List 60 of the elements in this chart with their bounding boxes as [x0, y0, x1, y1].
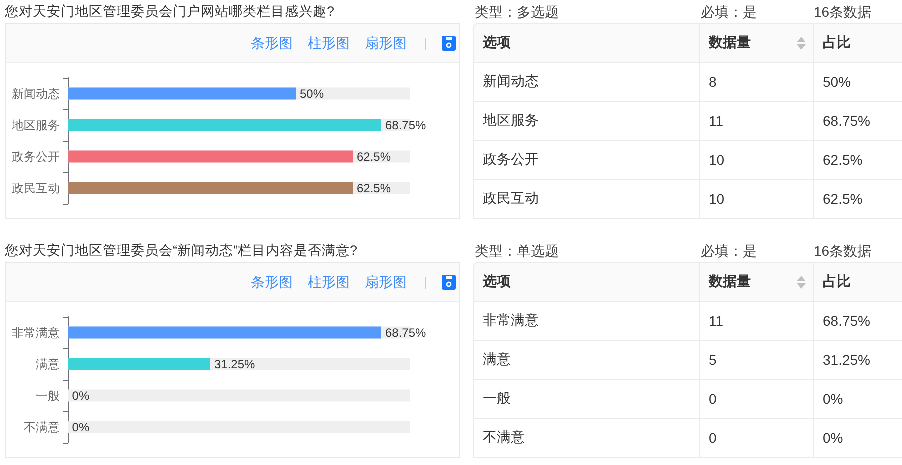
text: 扇形图 [365, 34, 407, 52]
data-label: 68.75% [386, 326, 427, 340]
data-label: 68.75% [386, 118, 427, 132]
data-label: 11 [709, 313, 724, 329]
category-label: 地区服务 [473, 102, 700, 141]
text: 柱形图 [308, 273, 350, 291]
text: 数据量 [709, 273, 751, 289]
y-tick-label: 不满意 [24, 420, 60, 434]
data-label: 10 [709, 191, 725, 207]
data-label: 62.5% [357, 150, 392, 164]
data-label: 0% [72, 388, 90, 403]
category-label: 新闻动态 [473, 63, 700, 102]
data-label: 11 [709, 113, 724, 129]
text: 必填：是 [701, 242, 757, 260]
text: 柱形图 [308, 34, 350, 52]
text: 16条数据 [814, 242, 872, 260]
y-tick-label: 新闻动态 [12, 86, 60, 101]
data-label: 0% [72, 420, 90, 434]
text: 类型：多选题 [475, 3, 559, 21]
chart-title: 您对天安门地区管理委员会门户网站哪类栏目感兴趣? [5, 3, 335, 21]
y-tick-label: 政民互动 [12, 181, 60, 196]
category-label: 一般 [473, 380, 700, 419]
data-label: 62.5% [357, 181, 392, 196]
y-tick-label: 政务公开 [12, 150, 60, 164]
data-label: 68.75% [823, 113, 870, 129]
data-label: 0 [709, 391, 717, 407]
category-label: 非常满意 [473, 302, 700, 341]
y-tick-label: 一般 [36, 388, 60, 403]
category-label: 满意 [473, 341, 700, 380]
text: 16条数据 [814, 3, 872, 21]
legend-label: 占比 [823, 34, 851, 50]
text: 数据量 [709, 34, 751, 50]
text: 必填：是 [701, 3, 757, 21]
legend-label: 占比 [823, 273, 851, 289]
y-tick-label: 非常满意 [12, 326, 60, 340]
y-tick-label: 满意 [36, 357, 60, 372]
data-label: 62.5% [823, 191, 863, 207]
text: 扇形图 [365, 273, 407, 291]
data-label: 0 [709, 430, 717, 446]
category-label: 不满意 [473, 419, 700, 458]
data-label: 10 [709, 152, 725, 168]
category-label: 政务公开 [473, 141, 700, 180]
text: 选项 [473, 262, 700, 302]
data-label: 50% [300, 86, 324, 101]
data-label: 0% [823, 430, 844, 446]
category-label: 政民互动 [473, 180, 700, 219]
data-label: 68.75% [823, 313, 870, 329]
text: 条形图 [251, 273, 293, 291]
text: 选项 [473, 23, 700, 63]
data-label: 50% [823, 74, 852, 90]
chart-title: 您对天安门地区管理委员会“新闻动态”栏目内容是否满意? [5, 242, 358, 260]
data-label: 62.5% [823, 152, 863, 168]
text: 条形图 [251, 34, 293, 52]
data-label: 5 [709, 352, 717, 368]
y-tick-label: 地区服务 [11, 118, 60, 132]
data-label: 8 [709, 74, 717, 90]
data-label: 0% [823, 391, 844, 407]
data-label: 31.25% [823, 352, 870, 368]
data-label: 31.25% [214, 357, 256, 372]
text: 类型：单选题 [475, 242, 559, 260]
